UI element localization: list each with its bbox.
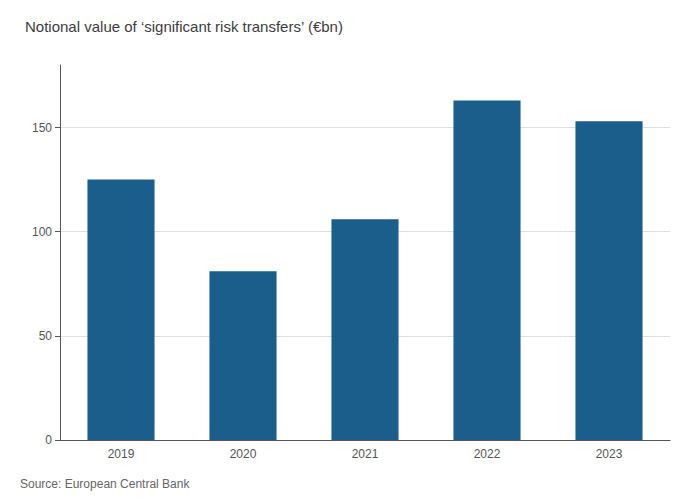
- svg-text:Notional value of ‘significant: Notional value of ‘significant risk tran…: [25, 18, 343, 35]
- svg-text:2021: 2021: [352, 447, 379, 461]
- svg-text:2020: 2020: [230, 447, 257, 461]
- svg-text:2023: 2023: [596, 447, 623, 461]
- svg-text:Source: European Central Bank: Source: European Central Bank: [20, 477, 190, 491]
- svg-text:2022: 2022: [474, 447, 501, 461]
- svg-text:100: 100: [32, 225, 52, 239]
- svg-text:2019: 2019: [108, 447, 135, 461]
- svg-text:0: 0: [45, 433, 52, 447]
- svg-text:150: 150: [32, 121, 52, 135]
- svg-text:50: 50: [39, 329, 53, 343]
